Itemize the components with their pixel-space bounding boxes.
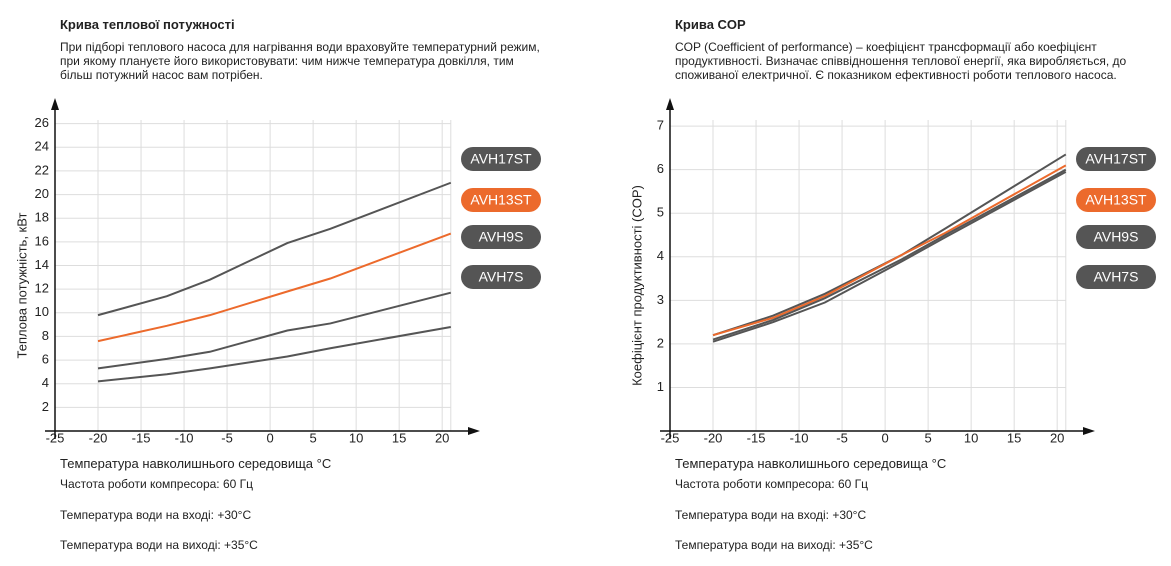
- x-tick-label: 20: [1050, 430, 1064, 445]
- note: Температура води на виході: +35°С: [675, 538, 873, 552]
- legend-label: AVH7S: [1094, 269, 1139, 285]
- series-line: [712, 168, 1067, 341]
- y-tick-label: 2: [42, 399, 49, 414]
- x-tick-label: -10: [175, 430, 194, 445]
- y-tick-label: 18: [35, 210, 49, 225]
- x-tick-label: -10: [790, 430, 809, 445]
- y-tick-label: 20: [35, 186, 49, 201]
- series-line: [97, 325, 451, 383]
- legend-pill: [461, 225, 541, 249]
- chart-panel: 1 2 3 4 5 6 7 -25 -20 -15 -10 -5 0 5 10 15 20 Коефіцієнт …: [615, 0, 1171, 566]
- series-line: [712, 164, 1067, 337]
- x-tick-label: 0: [881, 430, 888, 445]
- series-line: [712, 153, 1067, 337]
- legend-label: AVH9S: [479, 229, 524, 245]
- y-tick-label: 16: [35, 233, 49, 248]
- x-axis-arrow: [1083, 427, 1095, 435]
- y-tick-label: 3: [657, 292, 664, 307]
- note: Температура води на вході: +30°С: [60, 507, 252, 522]
- note: Температура води на вході: +30°С: [675, 507, 867, 522]
- x-tick-label: 5: [310, 430, 317, 445]
- y-tick-label: 5: [657, 205, 664, 220]
- chart-title: Крива теплової потужності: [60, 17, 235, 32]
- series-line: [97, 181, 452, 317]
- chart-title: Крива COP: [675, 17, 746, 32]
- y-tick-label: 4: [657, 248, 664, 263]
- x-tick-label: -20: [704, 430, 723, 445]
- series-line: [712, 170, 1067, 343]
- series-line: [97, 291, 452, 370]
- y-axis-title: Коефіцієнт продуктивності (COP): [629, 185, 644, 386]
- y-tick-label: 6: [657, 161, 664, 176]
- x-tick-label: -15: [132, 430, 151, 445]
- x-tick-label: -5: [221, 430, 233, 445]
- y-tick-label: 2: [657, 335, 664, 350]
- y-tick-label: 26: [35, 115, 49, 130]
- x-tick-label: 10: [964, 430, 978, 445]
- legend-pill: [1076, 225, 1156, 249]
- x-tick-label: 10: [349, 430, 363, 445]
- legend-pill: [461, 147, 541, 171]
- y-tick-label: 12: [35, 281, 49, 296]
- y-tick-label: 6: [42, 352, 49, 367]
- note: Частота роботи компресора: 60 Гц: [675, 477, 869, 491]
- y-tick-label: 7: [657, 118, 664, 133]
- y-tick-label: 8: [42, 328, 49, 343]
- legend-pill: [1076, 265, 1156, 289]
- legend-label: AVH17ST: [1085, 151, 1147, 167]
- x-tick-label: -20: [89, 430, 108, 445]
- x-tick-label: 15: [392, 430, 406, 445]
- x-tick-label: 5: [925, 430, 932, 445]
- x-axis-title: Температура навколишнього середовища °С: [60, 456, 332, 471]
- y-tick-label: 10: [35, 304, 49, 319]
- chart-panel: 2 4 6 8 10 12 14 16 18 20 22 24 26 -25 -20 -15 -10 -5 0 5 10…: [0, 0, 556, 566]
- legend-pill: [461, 265, 541, 289]
- x-tick-label: 15: [1007, 430, 1021, 445]
- legend-label: AVH13ST: [470, 192, 532, 208]
- legend-label: AVH7S: [479, 269, 524, 285]
- note: Частота роботи компресора: 60 Гц: [60, 477, 254, 491]
- y-axis-title: Теплова потужність, кВт: [14, 213, 29, 359]
- note: Температура води на виході: +35°С: [60, 538, 258, 552]
- y-axis-arrow: [666, 98, 674, 110]
- x-tick-label: 20: [435, 430, 449, 445]
- legend-label: AVH13ST: [1085, 192, 1147, 208]
- legend-label: AVH17ST: [470, 151, 532, 167]
- x-axis-arrow: [468, 427, 480, 435]
- x-tick-label: -5: [836, 430, 848, 445]
- x-tick-label: 0: [266, 430, 273, 445]
- x-tick-label: -15: [747, 430, 766, 445]
- legend-pill: [1076, 147, 1156, 171]
- y-axis-arrow: [51, 98, 59, 110]
- legend-pill: [1076, 188, 1156, 212]
- chart-description: COP (Coefficient of performance) – коефі…: [675, 40, 1127, 82]
- chart-description: При підборі теплового насоса для нагріва…: [60, 40, 540, 82]
- y-tick-label: 14: [35, 257, 49, 272]
- y-tick-label: 4: [42, 375, 49, 390]
- legend-label: AVH9S: [1094, 229, 1139, 245]
- legend-pill: [461, 188, 541, 212]
- y-tick-label: 24: [35, 139, 49, 154]
- y-tick-label: 1: [657, 379, 664, 394]
- y-tick-label: 22: [35, 162, 49, 177]
- series-line: [97, 232, 452, 343]
- x-axis-title: Температура навколишнього середовища °С: [675, 456, 947, 471]
